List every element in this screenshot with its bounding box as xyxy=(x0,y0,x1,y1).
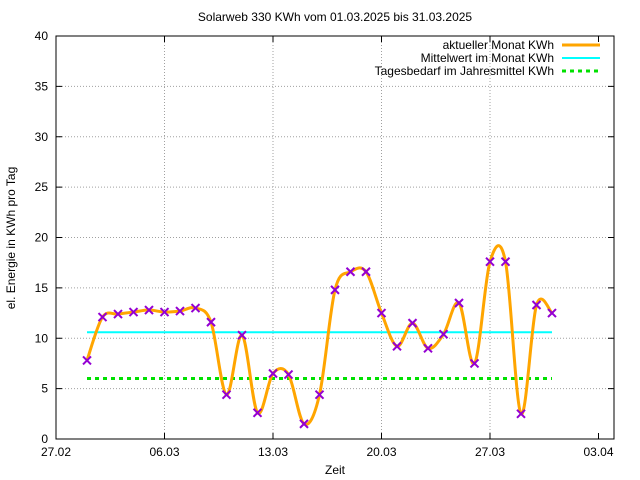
data-point-marker xyxy=(438,329,449,339)
data-point-marker xyxy=(423,343,433,354)
data-point-marker xyxy=(175,306,185,316)
legend-label: Mittelwert im Monat KWh xyxy=(421,51,554,65)
data-point-marker xyxy=(330,285,340,295)
y-axis-label: el. Energie in KWh pro Tag xyxy=(4,167,18,310)
data-point-marker xyxy=(283,369,294,380)
data-point-marker xyxy=(82,355,92,366)
data-point-marker xyxy=(113,309,123,319)
axes: 0 5 10 15 20 25 30 35 40 27.02 06.03 13.03 20.03 27.0… xyxy=(35,29,614,459)
x-tick-label: 06.03 xyxy=(149,445,179,459)
data-point-marker xyxy=(469,358,480,369)
x-tick-label: 27.02 xyxy=(41,445,71,459)
x-axis-label: Zeit xyxy=(325,463,346,477)
y-tick-label: 20 xyxy=(35,231,49,245)
data-point-marker xyxy=(314,389,325,400)
data-point-marker xyxy=(547,308,557,318)
data-point-marker xyxy=(392,341,402,352)
legend-label: Tagesbedarf im Jahresmittel KWh xyxy=(375,64,554,78)
data-point-marker xyxy=(345,267,356,277)
data-point-marker xyxy=(128,307,139,317)
y-tick-label: 35 xyxy=(35,79,49,93)
x-tick-label: 27.03 xyxy=(475,445,505,459)
data-point-marker xyxy=(159,307,170,317)
data-point-marker xyxy=(500,256,511,267)
y-tick-label: 30 xyxy=(35,130,49,144)
data-point-marker xyxy=(376,308,387,318)
data-point-marker xyxy=(237,330,247,340)
y-tick-label: 5 xyxy=(41,382,48,396)
series-layer xyxy=(82,244,557,429)
data-point-marker xyxy=(97,312,108,322)
x-tick-label: 13.03 xyxy=(258,445,288,459)
data-point-marker xyxy=(531,300,542,310)
chart-title: Solarweb 330 KWh vom 01.03.2025 bis 31.0… xyxy=(198,10,473,24)
data-point-marker xyxy=(516,409,526,419)
x-tick-label: 20.03 xyxy=(366,445,396,459)
data-point-marker xyxy=(144,305,154,315)
data-point-marker xyxy=(252,408,263,418)
legend-label: aktueller Monat KWh xyxy=(443,38,554,52)
y-tick-label: 40 xyxy=(35,29,49,43)
data-point-marker xyxy=(407,318,418,328)
y-tick-label: 0 xyxy=(41,432,48,446)
y-tick-label: 25 xyxy=(35,180,49,194)
data-point-marker xyxy=(485,256,495,267)
data-point-marker xyxy=(206,317,216,327)
data-point-marker xyxy=(221,389,232,400)
y-tick-label: 10 xyxy=(35,331,49,345)
data-point-marker xyxy=(454,298,464,308)
y-tick-label: 15 xyxy=(35,281,49,295)
data-point-marker xyxy=(268,368,278,379)
data-point-marker xyxy=(299,419,309,429)
x-tick-label: 03.04 xyxy=(583,445,613,459)
data-point-marker xyxy=(361,267,371,277)
series-line-monat xyxy=(85,244,554,426)
data-point-marker xyxy=(190,303,201,313)
